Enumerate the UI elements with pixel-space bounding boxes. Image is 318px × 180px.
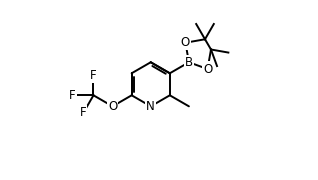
Text: N: N (146, 100, 155, 113)
Text: O: O (108, 100, 117, 113)
Text: F: F (69, 89, 76, 102)
Text: O: O (181, 36, 190, 49)
Text: B: B (185, 56, 193, 69)
Text: O: O (203, 62, 212, 76)
Text: F: F (80, 106, 86, 119)
Text: F: F (90, 69, 97, 82)
